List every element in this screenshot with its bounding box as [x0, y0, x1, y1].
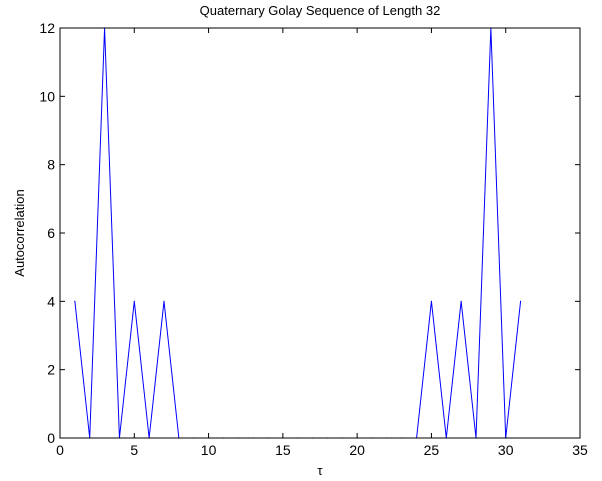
data-point: [519, 300, 522, 302]
y-tick-label: 10: [39, 88, 55, 104]
data-point: [163, 300, 165, 302]
plot-frame: [59, 27, 581, 439]
x-axis-ticks: 0 5 10 15 20 25 30 35: [56, 28, 588, 458]
plot-background: [60, 28, 580, 438]
x-tick-label: 10: [201, 442, 217, 458]
chart-title: Quaternary Golay Sequence of Length 32: [200, 3, 441, 18]
x-tick-label: 35: [572, 442, 588, 458]
y-tick-label: 4: [47, 293, 55, 309]
y-axis-ticks: 0 2 4 6 8 10 12: [39, 20, 580, 446]
x-axis-label: τ: [317, 463, 323, 478]
data-point: [133, 300, 135, 302]
x-tick-label: 15: [275, 442, 291, 458]
y-tick-label: 12: [39, 20, 55, 36]
y-axis-label: Autocorrelation: [12, 189, 27, 276]
data-point: [430, 300, 433, 302]
y-tick-label: 8: [47, 157, 55, 173]
y-tick-label: 6: [47, 225, 55, 241]
x-tick-label: 20: [349, 442, 365, 458]
y-tick-label: 2: [47, 362, 55, 378]
data-point: [74, 300, 76, 302]
y-tick-label: 0: [47, 430, 55, 446]
x-tick-label: 5: [130, 442, 138, 458]
x-tick-label: 25: [424, 442, 440, 458]
x-tick-label: 30: [498, 442, 514, 458]
data-point: [460, 300, 462, 302]
x-tick-label: 0: [56, 442, 64, 458]
